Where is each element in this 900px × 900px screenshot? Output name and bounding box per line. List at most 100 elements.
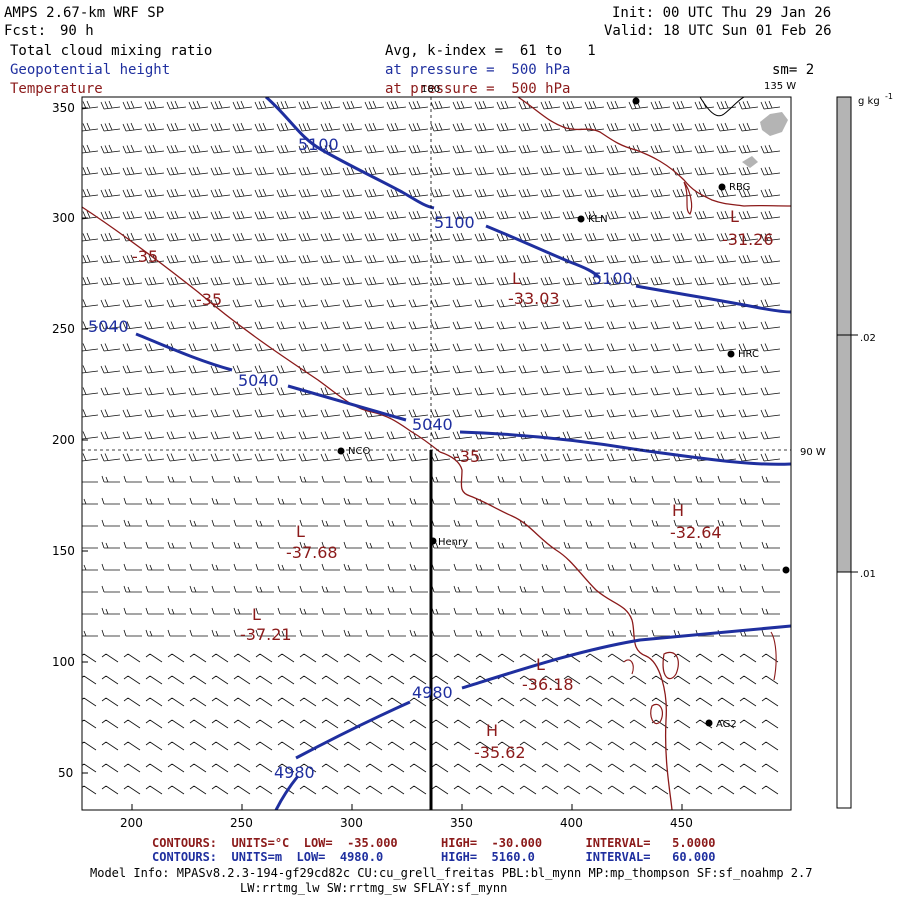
station-marker-nco: [337, 447, 345, 455]
temp-label: -32.64: [670, 523, 722, 542]
field-geopotential: Geopotential height: [10, 62, 171, 78]
temp-label: -35: [196, 290, 222, 309]
wind-barb-field: [82, 100, 781, 795]
coastline-north: [517, 97, 791, 207]
pressure-height: at pressure = 500 hPa: [385, 62, 571, 78]
height-contour-5040-a: [135, 332, 233, 372]
island-2: [650, 703, 664, 725]
footer-model-info-2: LW:rrtmg_lw SW:rrtmg_sw SFLAY:sf_mynn: [240, 881, 508, 895]
footer-height-contours: CONTOURS: UNITS=m LOW= 4980.0 HIGH= 5160…: [152, 850, 716, 864]
cloud-patch-small: [742, 156, 758, 168]
station-marker-east: [782, 566, 790, 574]
height-label: 5100: [298, 135, 339, 154]
height-label: 4980: [412, 683, 453, 702]
height-contour-5040-c: [459, 430, 791, 466]
y-tick-label: 100: [52, 655, 75, 669]
smoothing: sm= 2: [772, 62, 815, 78]
colorbar-label: .02: [860, 333, 876, 344]
temp-label: -36.18: [522, 675, 574, 694]
height-label: 4980: [274, 763, 315, 782]
coastline-east: [439, 451, 673, 810]
station-hrc: HRC: [738, 349, 759, 360]
height-contour-5100-b: [485, 224, 602, 280]
x-tick-label: 300: [340, 816, 363, 830]
x-tick-label: 250: [230, 816, 253, 830]
station-henry: Henry: [438, 537, 468, 548]
station-marker-ag2: [705, 719, 713, 727]
temp-label: -35: [132, 247, 158, 266]
height-contour-5100-a: [265, 97, 435, 210]
y-tick-label: 300: [52, 211, 75, 225]
colorbar-label: .01: [860, 569, 876, 580]
x-tick-label: 450: [670, 816, 693, 830]
height-contour-4980-c: [274, 775, 300, 810]
temp-label: -35.62: [474, 743, 526, 762]
model-title: AMPS 2.67-km WRF SP: [4, 5, 165, 21]
height-label: 5100: [592, 269, 633, 288]
colorbar-units: g kg: [858, 96, 880, 107]
y-tick-label: 200: [52, 433, 75, 447]
station-marker-top: [632, 97, 640, 105]
colorbar-frame: [836, 96, 852, 809]
station-marker-kln: [577, 215, 585, 223]
avg-kindex: Avg, k-index = 61 to 1: [385, 43, 596, 59]
station-kln: KLN: [588, 214, 608, 225]
colorbar: g kg -1 .02 .01: [836, 92, 893, 809]
cloud-patch: [760, 112, 788, 136]
coastline-ice-shelf: [82, 206, 441, 453]
forecast-hours: 90 h: [60, 23, 94, 39]
low-center-letter: L: [296, 522, 305, 541]
x-tick-label: 350: [450, 816, 473, 830]
colorbar-units-exp: -1: [885, 92, 893, 101]
station-nco: NCO: [348, 446, 370, 457]
temp-label: -31.26: [722, 230, 774, 249]
forecast-label: Fcst:: [4, 23, 47, 39]
height-contour-5040-b: [287, 384, 407, 422]
coastline-far-east: [770, 631, 777, 681]
height-label: 5040: [412, 415, 453, 434]
grid-edge-black: [699, 97, 745, 117]
low-center-letter: L: [512, 269, 521, 288]
low-center-letter: L: [252, 605, 261, 624]
temp-label: -37.68: [286, 543, 338, 562]
height-contour-4980-b: [295, 700, 411, 760]
station-marker-henry: [429, 537, 437, 545]
y-tick-label: 350: [52, 101, 75, 115]
height-contour-4980-a: [461, 624, 791, 690]
y-tick-label: 50: [58, 766, 73, 780]
init-time: Init: 00 UTC Thu 29 Jan 26: [612, 5, 832, 21]
y-tick-label: 250: [52, 322, 75, 336]
station-marker-hrc: [727, 350, 735, 358]
valid-time: Valid: 18 UTC Sun 01 Feb 26: [604, 23, 832, 39]
meridian-label-90w: 90 W: [800, 447, 826, 458]
high-center-letter: H: [486, 721, 498, 740]
temp-label: -35: [454, 447, 480, 466]
station-ag2: AG2: [716, 719, 737, 730]
coastline-islet: [683, 181, 693, 215]
low-center-letter: L: [730, 207, 739, 226]
wind-barbs: [82, 100, 781, 795]
island-1: [662, 651, 679, 680]
field-temperature: Temperature: [10, 81, 103, 97]
height-label: 5040: [88, 317, 129, 336]
low-center-letter: L: [536, 655, 545, 674]
station-rbg: RBG: [729, 182, 750, 193]
station-marker-rbg: [718, 183, 726, 191]
temp-label: -33.03: [508, 289, 560, 308]
colorbar-empty: [837, 572, 851, 808]
map-frame: [81, 96, 792, 811]
high-center-letter: H: [672, 501, 684, 520]
x-tick-label: 400: [560, 816, 583, 830]
y-tick-label: 150: [52, 544, 75, 558]
x-tick-label: 200: [120, 816, 143, 830]
meridian-label-135w: 135 W: [764, 81, 796, 92]
height-label: 5100: [434, 213, 475, 232]
height-contour-5100-c: [635, 284, 791, 314]
field-cloud-mixing: Total cloud mixing ratio: [10, 43, 213, 59]
footer-temp-contours: CONTOURS: UNITS=°C LOW= -35.000 HIGH= -3…: [152, 836, 716, 850]
island-3: [623, 659, 634, 675]
meridian-label-180: 180: [421, 84, 440, 95]
temp-label: -37.21: [240, 625, 292, 644]
pressure-temp: at pressure = 500 hPa: [385, 81, 571, 97]
